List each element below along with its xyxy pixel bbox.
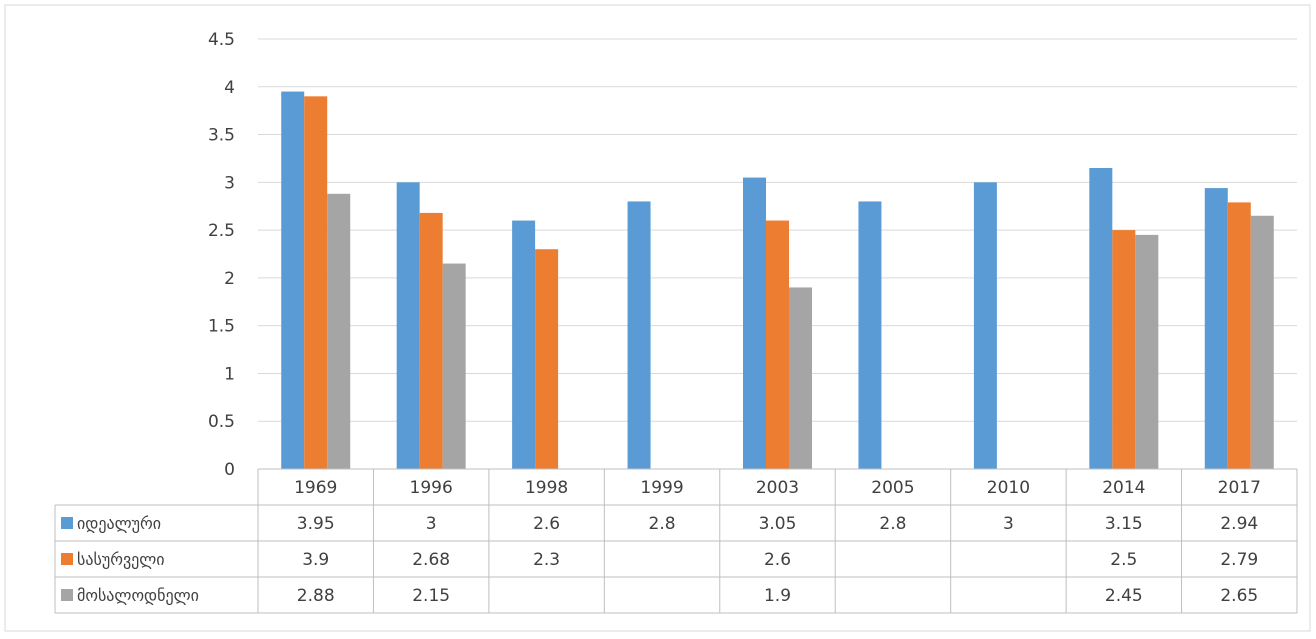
legend-key (61, 553, 73, 565)
bar (1204, 188, 1228, 470)
bar (743, 177, 766, 470)
x-tick-label: 2003 (756, 478, 799, 498)
data-label: 2.79 (1220, 550, 1258, 570)
bar (1227, 202, 1251, 469)
bar (512, 220, 536, 469)
x-tick-label: 1998 (525, 478, 568, 498)
data-label: 2.88 (297, 586, 335, 606)
data-label: 2.5 (1110, 550, 1137, 570)
data-label: 2.15 (412, 586, 450, 606)
bar (442, 263, 466, 469)
y-tick-label: 4 (224, 78, 235, 98)
data-label: 2.3 (533, 550, 560, 570)
data-label: 2.8 (649, 514, 676, 534)
bar (789, 287, 812, 469)
y-tick-label: 0.5 (208, 412, 235, 432)
data-label: 3 (426, 514, 437, 534)
bar (1112, 230, 1136, 469)
bar (396, 182, 420, 470)
bar (1089, 168, 1113, 469)
bar (973, 182, 997, 470)
y-tick-label: 1.5 (208, 317, 235, 337)
bar (1135, 234, 1159, 469)
bars (281, 91, 1274, 470)
data-label: 3 (1003, 514, 1014, 534)
data-label: 3.9 (302, 550, 329, 570)
bar (858, 201, 882, 469)
y-tick-label: 1 (224, 364, 235, 384)
data-label: 2.6 (533, 514, 560, 534)
x-tick-label: 2005 (871, 478, 914, 498)
data-label: 2.94 (1220, 514, 1258, 534)
y-tick-label: 3.5 (208, 126, 235, 146)
legend-key (61, 589, 73, 601)
x-tick-label: 2010 (987, 478, 1030, 498)
legend-label: მოსალოდნელი (77, 586, 199, 605)
data-label: 2.45 (1105, 586, 1143, 606)
x-tick-label: 2014 (1102, 478, 1145, 498)
x-tick-label: 1969 (294, 478, 337, 498)
data-label: 2.68 (412, 550, 450, 570)
bar (766, 220, 789, 469)
x-tick-label: 1996 (410, 478, 453, 498)
legend-label: იდეალური (77, 514, 161, 533)
bar (535, 249, 559, 469)
data-label: 3.05 (759, 514, 797, 534)
x-tick-label: 1999 (640, 478, 683, 498)
data-label: 1.9 (764, 586, 791, 606)
y-tick-label: 4.5 (208, 30, 235, 50)
data-table: 1969 1996 1998 1999 2003 2005 2010 2014 2017 იდეა… (54, 468, 1298, 614)
y-axis-ticks: 0 0.5 1 1.5 2 2.5 3 3.5 4 4.5 (208, 30, 235, 480)
y-tick-label: 2.5 (208, 221, 235, 241)
y-tick-label: 2 (224, 269, 235, 289)
x-tick-label: 2017 (1218, 478, 1261, 498)
bar (304, 96, 328, 469)
data-label: 2.8 (879, 514, 906, 534)
legend-label: სასურველი (77, 550, 165, 569)
y-tick-label: 0 (224, 460, 235, 480)
data-label: 3.95 (297, 514, 335, 534)
bar (281, 91, 305, 470)
bar (419, 212, 443, 469)
legend-key (61, 517, 73, 529)
data-label: 3.15 (1105, 514, 1143, 534)
bar (1250, 215, 1274, 469)
bar (327, 193, 351, 470)
bar (627, 201, 651, 469)
data-label: 2.65 (1220, 586, 1258, 606)
data-label: 2.6 (764, 550, 791, 570)
y-tick-label: 3 (224, 173, 235, 193)
